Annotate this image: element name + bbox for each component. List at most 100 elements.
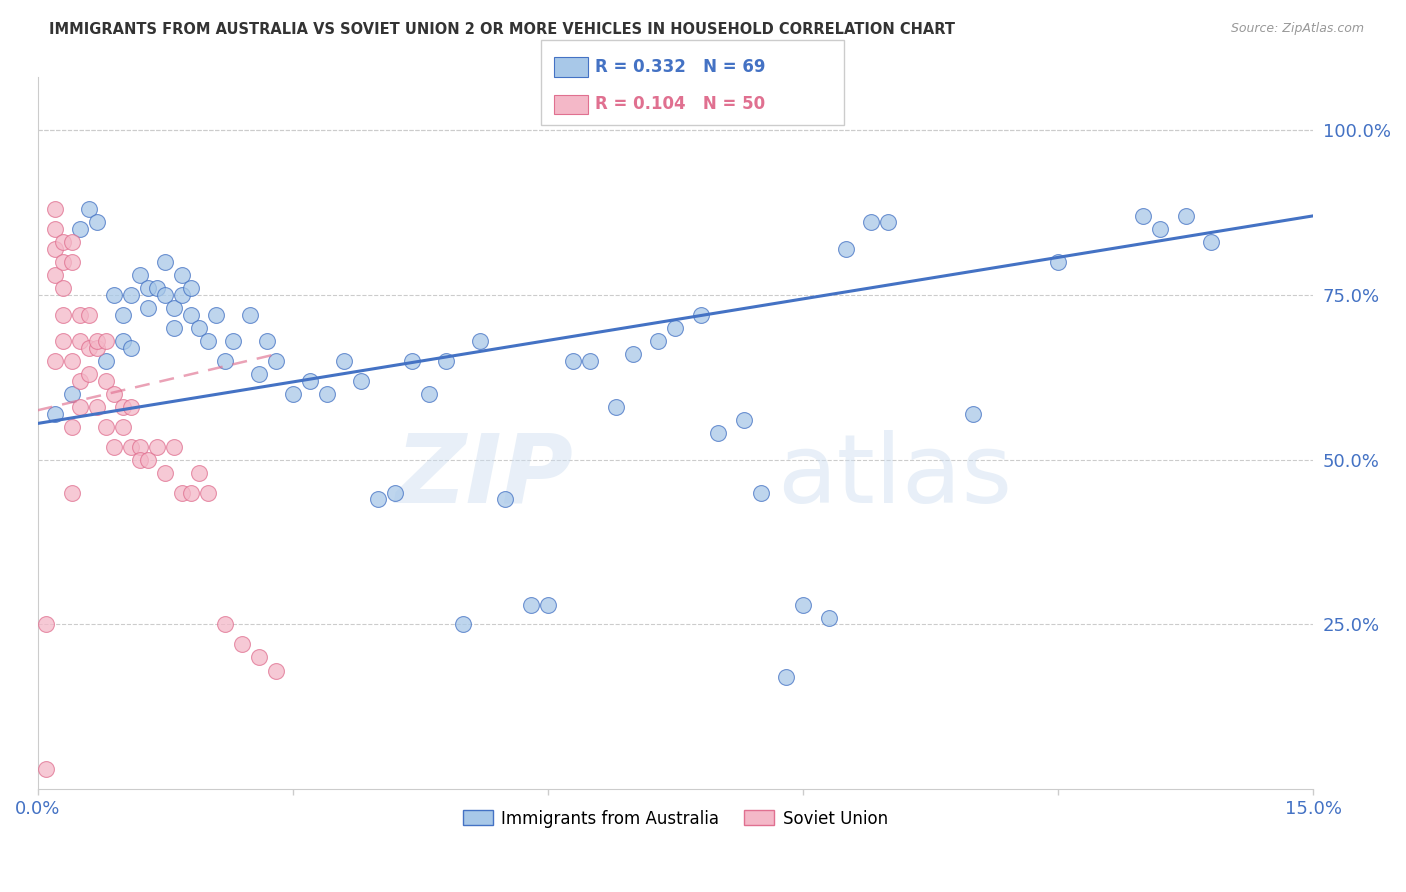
Point (733, 413, 755, 427)
Point (69, 334, 91, 348)
Point (44, 242, 66, 256)
Point (350, 374, 373, 388)
Point (834, 242, 856, 256)
Point (128, 452, 150, 467)
Point (155, 466, 177, 480)
Point (197, 334, 219, 348)
Point (188, 321, 211, 335)
Point (60, 485, 83, 500)
Point (69, 374, 91, 388)
Point (180, 308, 202, 322)
Point (69, 222, 91, 236)
Point (136, 301, 159, 315)
Point (264, 354, 287, 368)
Point (1174, 209, 1197, 223)
Point (792, 598, 814, 612)
Point (163, 440, 186, 454)
Legend: Immigrants from Australia, Soviet Union: Immigrants from Australia, Soviet Union (457, 803, 894, 834)
Point (44, 354, 66, 368)
Text: IMMIGRANTS FROM AUSTRALIA VS SOVIET UNION 2 OR MORE VEHICLES IN HOUSEHOLD CORREL: IMMIGRANTS FROM AUSTRALIA VS SOVIET UNIO… (49, 22, 955, 37)
Point (315, 386, 337, 401)
Point (579, 354, 602, 368)
Point (77, 308, 100, 322)
Point (231, 637, 253, 651)
Point (155, 255, 177, 269)
Point (69, 308, 91, 322)
Point (775, 670, 797, 684)
Text: atlas: atlas (778, 430, 1012, 523)
Point (60, 386, 83, 401)
Point (86, 215, 108, 229)
Point (690, 308, 713, 322)
Point (562, 354, 585, 368)
Point (494, 492, 516, 507)
Point (188, 466, 211, 480)
Point (103, 288, 125, 302)
Point (44, 268, 66, 282)
Point (180, 485, 202, 500)
Point (35, 763, 58, 777)
Point (537, 598, 560, 612)
Point (860, 215, 883, 229)
Point (94, 419, 117, 434)
Point (163, 301, 186, 315)
Point (111, 400, 134, 414)
Point (877, 215, 900, 229)
Point (163, 321, 186, 335)
Point (384, 485, 406, 500)
Point (180, 281, 202, 295)
Point (1132, 209, 1154, 223)
Point (52, 308, 75, 322)
Point (86, 341, 108, 355)
Point (44, 222, 66, 236)
Point (145, 440, 167, 454)
Point (621, 347, 644, 361)
Point (120, 288, 142, 302)
Point (103, 386, 125, 401)
Point (239, 308, 262, 322)
Point (1199, 235, 1222, 250)
Point (468, 334, 491, 348)
Point (111, 334, 134, 348)
Text: R = 0.332   N = 69: R = 0.332 N = 69 (595, 58, 765, 76)
Point (205, 308, 228, 322)
Point (60, 354, 83, 368)
Point (172, 268, 194, 282)
Point (60, 255, 83, 269)
Text: Source: ZipAtlas.com: Source: ZipAtlas.com (1230, 22, 1364, 36)
Point (52, 235, 75, 250)
Point (281, 386, 304, 401)
Text: R = 0.104   N = 50: R = 0.104 N = 50 (595, 95, 765, 113)
Point (94, 354, 117, 368)
Point (367, 492, 389, 507)
Point (111, 308, 134, 322)
Point (77, 341, 100, 355)
Point (247, 367, 270, 381)
Point (172, 485, 194, 500)
Point (103, 440, 125, 454)
Point (120, 440, 142, 454)
Point (222, 334, 245, 348)
Point (256, 334, 278, 348)
Point (94, 334, 117, 348)
Point (214, 354, 236, 368)
Point (434, 354, 457, 368)
Point (707, 426, 730, 441)
Point (120, 341, 142, 355)
Point (52, 255, 75, 269)
Point (172, 288, 194, 302)
Point (333, 354, 356, 368)
Point (52, 281, 75, 295)
Point (1047, 255, 1070, 269)
Point (136, 452, 159, 467)
Point (86, 334, 108, 348)
Point (77, 202, 100, 217)
Point (1149, 222, 1171, 236)
Point (52, 334, 75, 348)
Point (264, 664, 287, 678)
Point (111, 419, 134, 434)
Point (197, 485, 219, 500)
Text: ZIP: ZIP (395, 430, 574, 523)
Point (44, 202, 66, 217)
Point (401, 354, 423, 368)
